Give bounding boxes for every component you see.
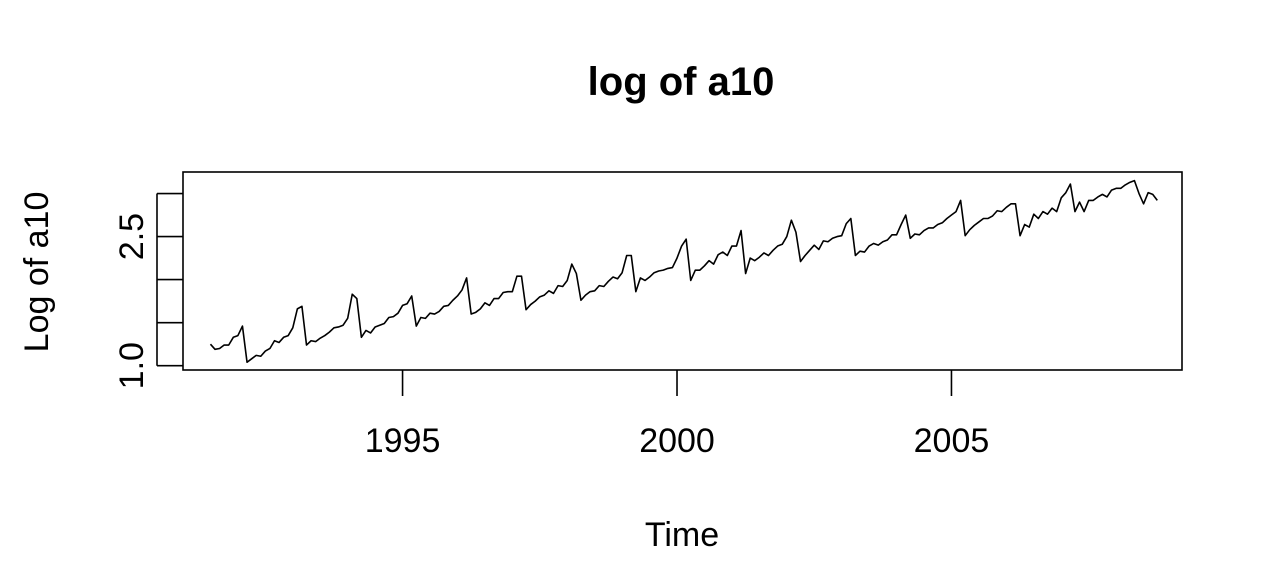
x-tick-label: 1995 bbox=[365, 422, 441, 460]
series-line bbox=[209, 179, 1158, 364]
x-tick-label: 2005 bbox=[914, 422, 990, 460]
chart-title: log of a10 bbox=[588, 60, 775, 104]
y-tick-label: 1.0 bbox=[113, 342, 151, 389]
plot-frame bbox=[182, 171, 1183, 371]
y-axis: 1.0 2.5 bbox=[113, 192, 183, 389]
y-tick-label: 2.5 bbox=[113, 213, 151, 260]
x-tick-label: 2000 bbox=[639, 422, 715, 460]
series-layer bbox=[209, 179, 1158, 364]
y-axis-label: Log of a10 bbox=[18, 192, 56, 353]
x-axis-label: Time bbox=[645, 516, 719, 554]
x-axis: 1995 2000 2005 bbox=[365, 370, 990, 460]
